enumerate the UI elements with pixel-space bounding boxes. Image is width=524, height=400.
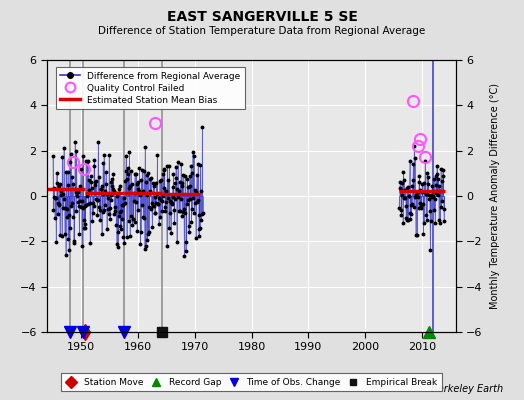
Text: Berkeley Earth: Berkeley Earth bbox=[431, 384, 503, 394]
Legend: Difference from Regional Average, Quality Control Failed, Estimated Station Mean: Difference from Regional Average, Qualit… bbox=[56, 67, 245, 109]
Y-axis label: Monthly Temperature Anomaly Difference (°C): Monthly Temperature Anomaly Difference (… bbox=[490, 83, 500, 309]
Legend: Station Move, Record Gap, Time of Obs. Change, Empirical Break: Station Move, Record Gap, Time of Obs. C… bbox=[61, 374, 442, 392]
Text: EAST SANGERVILLE 5 SE: EAST SANGERVILLE 5 SE bbox=[167, 10, 357, 24]
Text: Difference of Station Temperature Data from Regional Average: Difference of Station Temperature Data f… bbox=[99, 26, 425, 36]
